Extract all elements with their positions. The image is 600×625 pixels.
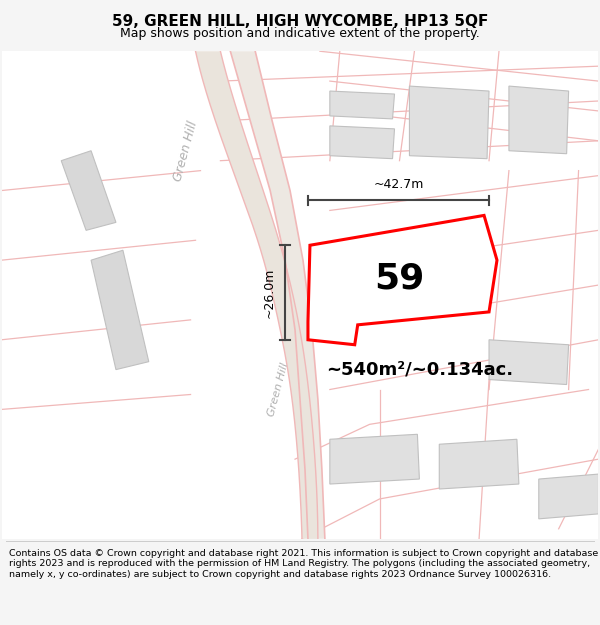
Polygon shape [330,91,395,119]
Text: 59: 59 [374,261,425,295]
Polygon shape [330,434,419,484]
Polygon shape [509,86,569,154]
Polygon shape [409,86,489,159]
Text: Green Hill: Green Hill [171,119,200,182]
Text: ~26.0m: ~26.0m [262,268,275,318]
Text: ~540m²/~0.134ac.: ~540m²/~0.134ac. [326,361,513,379]
Text: 59, GREEN HILL, HIGH WYCOMBE, HP13 5QF: 59, GREEN HILL, HIGH WYCOMBE, HP13 5QF [112,14,488,29]
Polygon shape [308,216,497,345]
Text: ~42.7m: ~42.7m [373,177,424,191]
Polygon shape [539,474,598,519]
Text: Map shows position and indicative extent of the property.: Map shows position and indicative extent… [120,27,480,40]
Text: Green Hill: Green Hill [266,361,290,418]
Polygon shape [91,250,149,369]
Text: Contains OS data © Crown copyright and database right 2021. This information is : Contains OS data © Crown copyright and d… [9,549,598,579]
Polygon shape [230,51,325,539]
Polygon shape [196,51,318,539]
Polygon shape [330,126,395,159]
Polygon shape [489,340,569,384]
Polygon shape [61,151,116,231]
Polygon shape [439,439,519,489]
